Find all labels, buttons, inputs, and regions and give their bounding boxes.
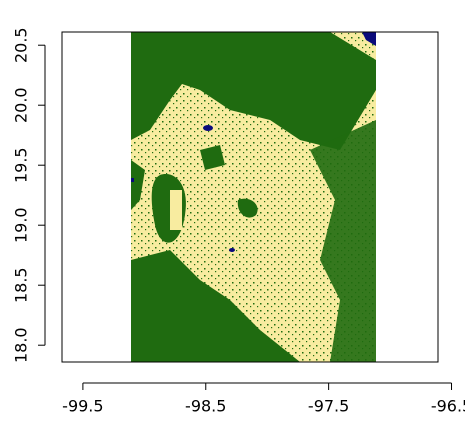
plot-frame [61, 31, 439, 363]
y-tick-label: 18.5 [12, 267, 31, 303]
y-tick-label: 19.0 [12, 207, 31, 243]
x-tick-label: -96.5 [431, 397, 465, 416]
x-tick-label: -98.5 [185, 397, 226, 416]
y-tick-label: 19.5 [12, 147, 31, 183]
raster [131, 32, 376, 362]
y-tick-label: 18.0 [12, 327, 31, 363]
y-tick-label: 20.5 [12, 27, 31, 63]
y-tick-label: 20.0 [12, 87, 31, 123]
x-tick-label: -99.5 [62, 397, 103, 416]
x-tick-label: -97.5 [308, 397, 349, 416]
